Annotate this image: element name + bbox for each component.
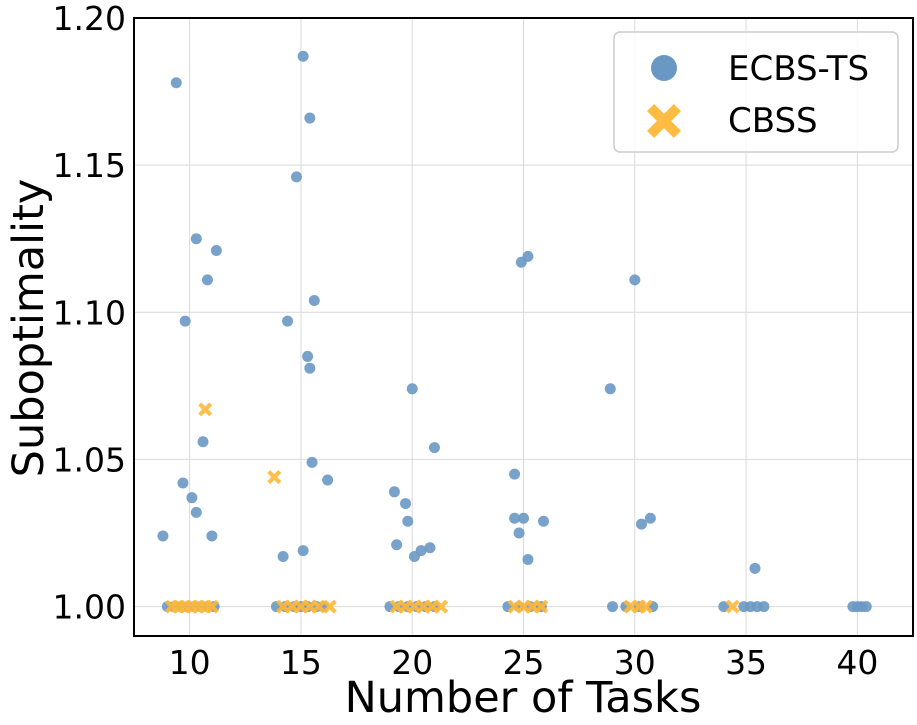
legend-cross-shape xyxy=(647,104,681,138)
ecbs-ts-point xyxy=(515,256,527,268)
cbss-point xyxy=(204,599,219,614)
legend: ECBS-TS CBSS xyxy=(613,31,899,153)
ecbs-ts-point xyxy=(197,436,209,448)
ecbs-ts-point xyxy=(513,527,525,539)
ecbs-ts-point xyxy=(607,601,619,613)
ecbs-ts-point xyxy=(170,77,182,89)
data-points xyxy=(157,50,872,614)
x-axis-title: Number of Tasks xyxy=(345,673,702,723)
y-tick-label: 1.20 xyxy=(53,0,126,38)
legend-marker-ecbs-ts xyxy=(651,55,677,81)
ecbs-ts-point xyxy=(424,542,436,554)
ecbs-ts-point xyxy=(604,383,616,395)
ecbs-ts-point xyxy=(518,512,529,524)
cbss-point xyxy=(434,599,449,614)
cbss-point xyxy=(311,599,326,614)
y-tick-label: 1.15 xyxy=(53,146,126,185)
y-tick-label: 1.10 xyxy=(53,293,126,332)
ecbs-ts-point xyxy=(522,553,534,565)
ecbs-ts-point xyxy=(308,295,320,307)
ecbs-ts-point xyxy=(538,515,550,527)
ecbs-ts-point xyxy=(391,539,403,551)
legend-label-cbss: CBSS xyxy=(728,101,818,141)
ecbs-ts-point xyxy=(157,530,169,542)
cbss-point xyxy=(638,599,653,614)
ecbs-ts-point xyxy=(718,601,730,613)
x-tick-label: 35 xyxy=(725,643,767,682)
x-tick-label: 20 xyxy=(391,643,433,682)
ecbs-ts-point xyxy=(206,530,218,542)
x-tick-label: 40 xyxy=(836,643,878,682)
ecbs-ts-point xyxy=(860,601,872,613)
ecbs-ts-point xyxy=(406,383,418,395)
ecbs-ts-point xyxy=(509,468,521,480)
cbss-point xyxy=(322,599,337,614)
x-tick-label: 15 xyxy=(280,643,322,682)
ecbs-ts-point xyxy=(201,274,213,286)
ecbs-ts-point xyxy=(629,274,641,286)
cbss-point xyxy=(198,402,213,417)
ecbs-ts-point xyxy=(177,477,189,489)
cbss-point xyxy=(725,599,740,614)
ecbs-ts-point xyxy=(428,442,440,454)
ecbs-ts-point xyxy=(408,551,420,563)
plot-frame xyxy=(133,17,914,637)
cbss-point xyxy=(267,470,282,485)
y-axis-title: Suboptimality xyxy=(4,179,54,478)
ecbs-ts-point xyxy=(322,474,334,486)
ecbs-ts-point xyxy=(644,512,656,524)
ecbs-ts-point xyxy=(749,562,761,574)
ecbs-ts-point xyxy=(635,518,647,530)
ecbs-ts-point xyxy=(210,244,222,256)
legend-marker-cbss xyxy=(647,104,681,138)
ecbs-ts-point xyxy=(400,498,412,510)
ecbs-ts-point xyxy=(297,50,309,62)
ecbs-ts-point xyxy=(388,486,400,498)
legend-label-ecbs-ts: ECBS-TS xyxy=(728,49,869,89)
ecbs-ts-point xyxy=(290,171,302,183)
legend-frame xyxy=(613,31,899,153)
ecbs-ts-point xyxy=(402,515,414,527)
x-tick-label: 10 xyxy=(169,643,211,682)
ecbs-ts-point xyxy=(190,233,202,245)
ecbs-ts-point xyxy=(186,492,198,504)
ecbs-ts-point xyxy=(304,112,316,124)
ecbs-ts-point xyxy=(282,315,294,327)
ecbs-ts-point xyxy=(277,551,289,563)
x-tick-label: 25 xyxy=(503,643,545,682)
ecbs-ts-point xyxy=(306,456,318,468)
y-tick-label: 1.00 xyxy=(53,588,126,627)
ecbs-ts-point xyxy=(297,545,309,557)
axis-ticks: 10 15 20 25 30 35 40 1.00 1.05 1.10 1.15 1.20 xyxy=(53,0,879,682)
ecbs-ts-point xyxy=(304,362,316,374)
y-tick-label: 1.05 xyxy=(53,440,126,479)
x-tick-label: 30 xyxy=(614,643,656,682)
ecbs-ts-point xyxy=(179,315,191,327)
cbss-point xyxy=(534,599,549,614)
ecbs-ts-point xyxy=(190,506,202,518)
ecbs-ts-point xyxy=(302,350,314,362)
ecbs-ts-point xyxy=(509,512,521,524)
ecbs-ts-point xyxy=(758,601,770,613)
